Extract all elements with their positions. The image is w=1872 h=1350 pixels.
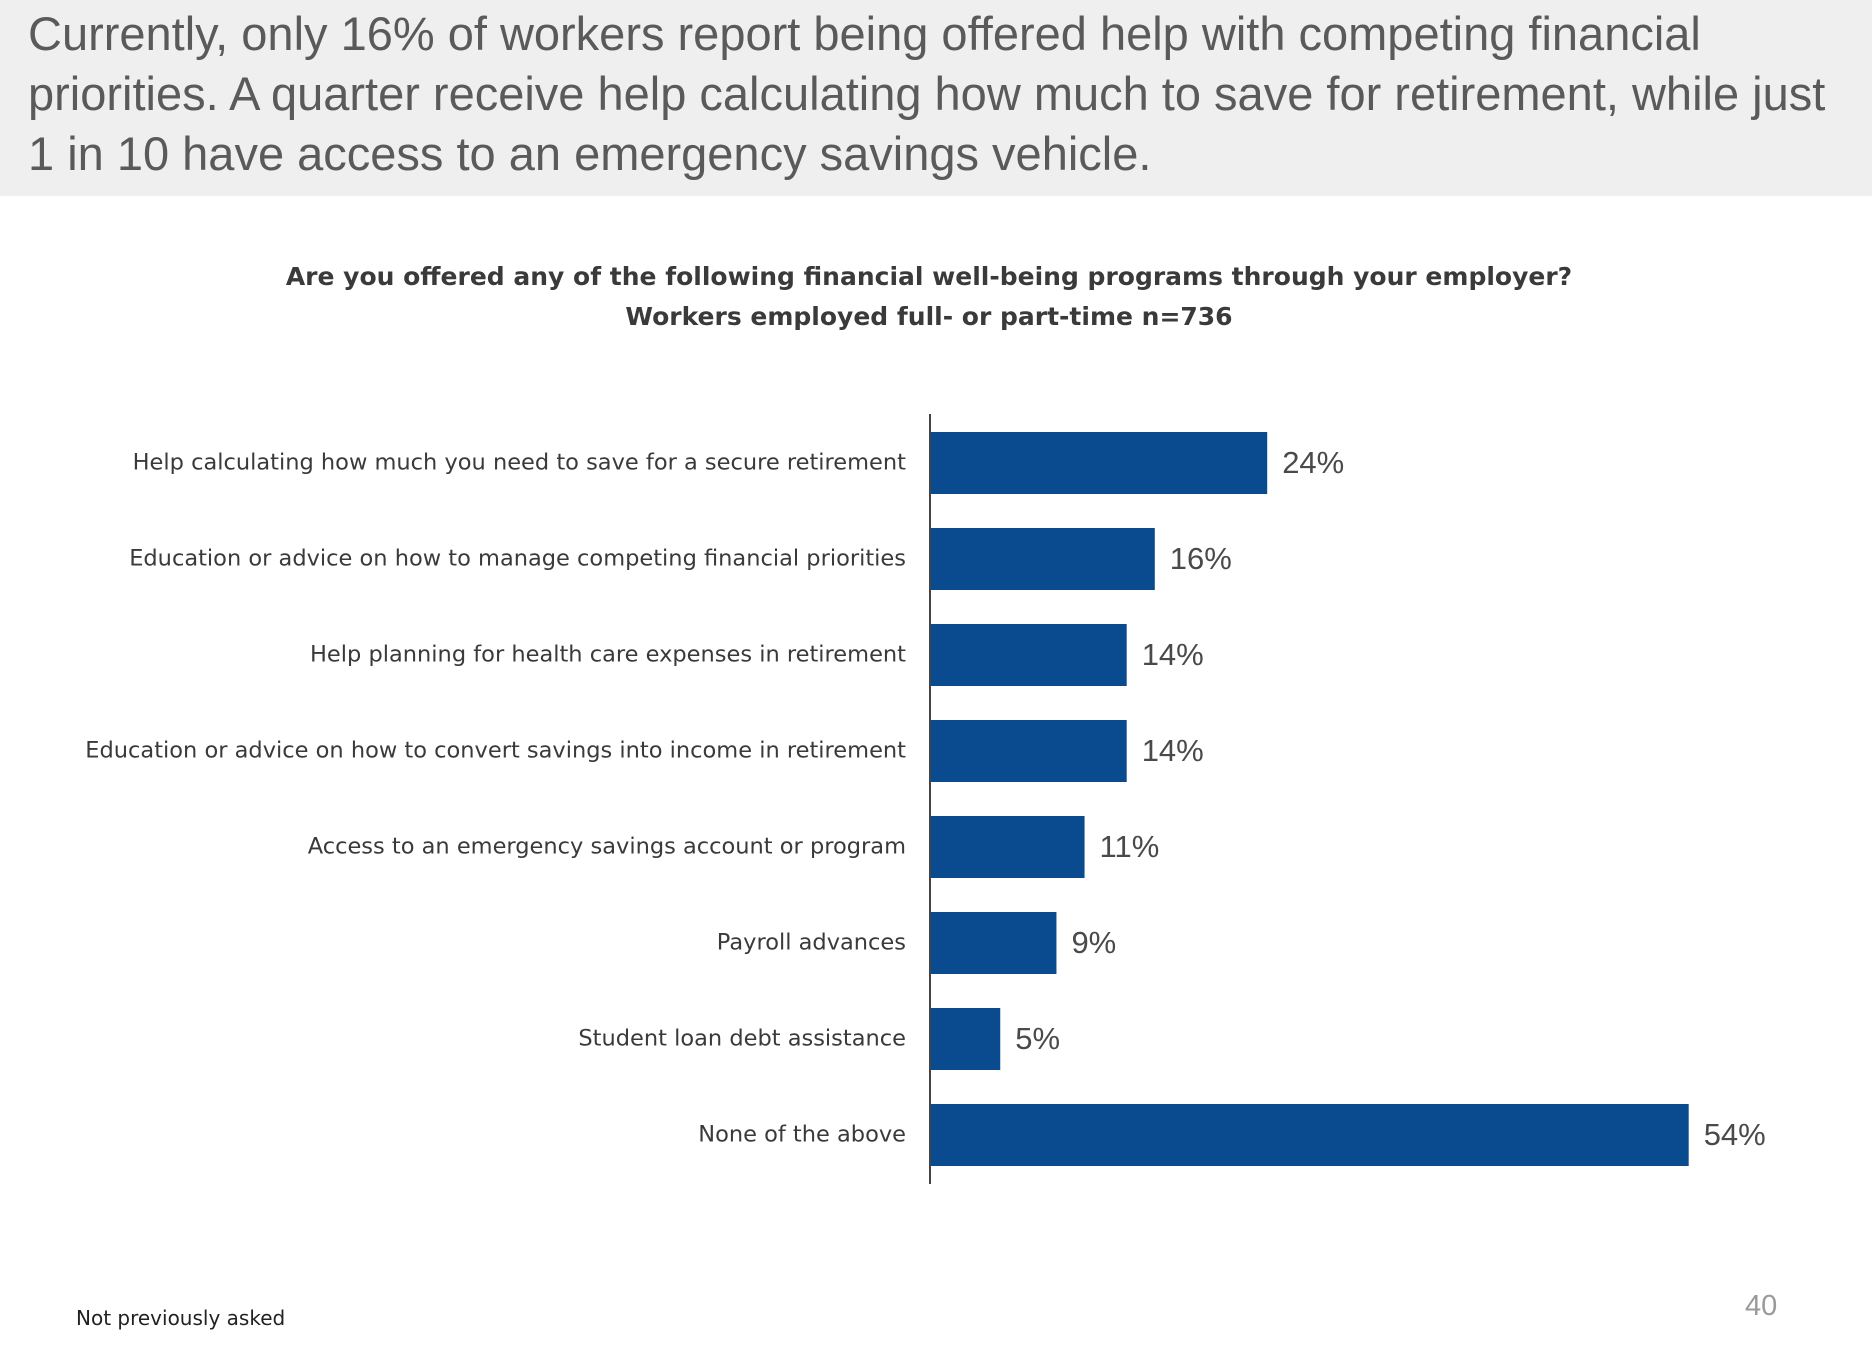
data-label-7: 54% [1704, 1117, 1766, 1152]
bar-3 [930, 720, 1127, 782]
headline-band [0, 0, 1872, 196]
data-label-2: 14% [1142, 637, 1204, 672]
data-label-4: 11% [1100, 829, 1160, 864]
data-label-3: 14% [1142, 733, 1204, 768]
bar-6 [930, 1008, 1001, 1070]
data-label-6: 5% [1015, 1021, 1060, 1056]
category-label-3: Education or advice on how to convert sa… [85, 738, 906, 764]
category-label-1: Education or advice on how to manage com… [129, 546, 906, 572]
category-label-2: Help planning for health care expenses i… [310, 642, 906, 668]
bar-0 [930, 432, 1268, 494]
bar-1 [930, 528, 1155, 590]
category-label-6: Student loan debt assistance [578, 1026, 906, 1052]
category-label-4: Access to an emergency savings account o… [308, 834, 906, 860]
data-label-5: 9% [1071, 925, 1116, 960]
bar-4 [930, 816, 1085, 878]
data-label-0: 24% [1282, 445, 1344, 480]
category-label-7: None of the above [698, 1122, 906, 1148]
category-label-0: Help calculating how much you need to sa… [133, 450, 907, 476]
bar-5 [930, 912, 1057, 974]
slide-headline: Currently, only 16% of workers report be… [28, 7, 1826, 180]
bar-2 [930, 624, 1127, 686]
footnote: Not previously asked [76, 1306, 286, 1330]
chart-subtitle: Workers employed full- or part-time n=73… [625, 302, 1233, 331]
data-label-1: 16% [1170, 541, 1232, 576]
chart-title: Are you offered any of the following fin… [285, 262, 1573, 291]
page-number: 40 [1745, 1290, 1778, 1322]
bar-7 [930, 1104, 1689, 1166]
category-label-5: Payroll advances [717, 930, 906, 956]
